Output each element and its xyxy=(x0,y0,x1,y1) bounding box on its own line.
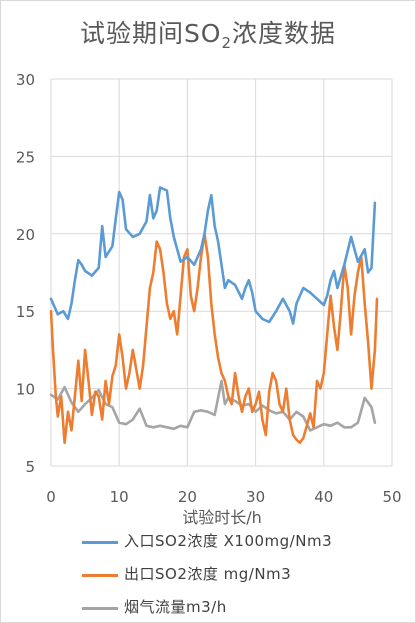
title-subscript: 2 xyxy=(221,34,233,52)
y-tick-label: 30 xyxy=(16,71,35,89)
series-lines xyxy=(49,186,379,445)
chart-title: 试验期间SO2浓度数据 xyxy=(0,14,416,52)
x-tick-labels: 0 10 20 30 40 50 xyxy=(46,488,401,506)
y-tick-label: 10 xyxy=(16,381,35,399)
legend-swatch-flow xyxy=(82,607,118,610)
y-tick-label: 25 xyxy=(16,148,35,166)
series-line-2 xyxy=(49,379,377,432)
gridlines xyxy=(50,78,393,467)
x-tick-label: 40 xyxy=(314,488,333,506)
title-main: 试验期间SO xyxy=(79,19,222,48)
x-tick-label: 30 xyxy=(246,488,265,506)
y-tick-label: 20 xyxy=(16,226,35,244)
x-tick-label: 50 xyxy=(382,488,401,506)
x-tick-label: 10 xyxy=(110,488,129,506)
x-tick-label: 20 xyxy=(178,488,197,506)
series-line-0 xyxy=(49,186,377,325)
legend-label-inlet: 入口SO2浓度 X100mg/Nm3 xyxy=(124,532,333,550)
title-tail: 浓度数据 xyxy=(232,19,337,48)
legend-swatch-outlet xyxy=(82,574,118,577)
legend-swatch-inlet xyxy=(82,541,118,544)
y-tick-label: 5 xyxy=(25,458,35,476)
y-tick-label: 15 xyxy=(16,303,35,321)
series-line-1 xyxy=(49,232,379,445)
legend-label-flow: 烟气流量m3/h xyxy=(124,598,227,616)
x-axis-title: 试验时长/h xyxy=(182,508,262,527)
x-tick-label: 0 xyxy=(46,488,56,506)
legend-label-outlet: 出口SO2浓度 mg/Nm3 xyxy=(124,565,292,583)
y-tick-labels: 5 10 15 20 25 30 xyxy=(16,71,35,476)
